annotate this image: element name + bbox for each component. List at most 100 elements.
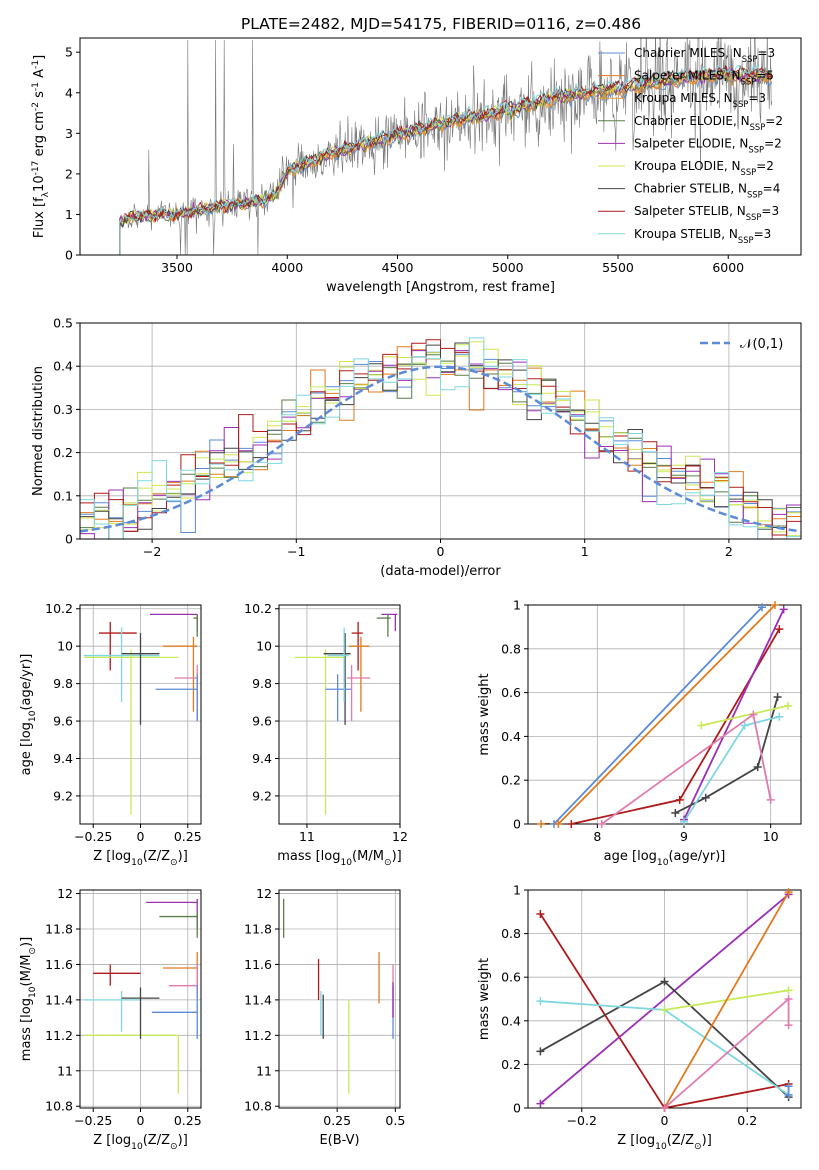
axes-frame — [278, 889, 401, 1109]
y-axis-label: mass weight — [477, 673, 492, 755]
weight-line-salpeter-stelib — [539, 913, 789, 1108]
x-axis-label: E(B-V) — [319, 1133, 359, 1148]
y-tick-label: 11.4 — [244, 992, 272, 1007]
weight-line-lime — [701, 704, 789, 727]
weight-point-salpeter-stelib — [536, 909, 545, 918]
x-axis-label: (data-model)/error — [380, 564, 501, 579]
legend-entry: Salpeter ELODIE, NSSP=2 — [634, 136, 782, 154]
x-tick-label: 0.2 — [737, 1113, 757, 1128]
y-tick-label: 11.8 — [244, 921, 272, 936]
x-axis-label: Z [log10(Z/Z⊙)] — [617, 1133, 712, 1152]
x-tick-label: 4000 — [271, 260, 303, 275]
x-axis-label: wavelength [Angstrom, rest frame] — [326, 280, 555, 295]
x-tick-label: −0.2 — [567, 1113, 597, 1128]
y-tick-label: 10.2 — [45, 601, 73, 616]
y-tick-label: 11.2 — [45, 1028, 73, 1043]
y-tick-label: 0.4 — [501, 729, 521, 744]
legend-entry: Kroupa MILES, NSSP=3 — [634, 91, 766, 109]
weight-point-salpeter-miles — [537, 820, 545, 828]
data-layer — [80, 337, 801, 539]
y-tick-label: 0.2 — [501, 1057, 521, 1072]
y-tick-label: 10.2 — [244, 601, 272, 616]
x-tick-label: 10 — [763, 829, 779, 844]
y-tick-label: 3 — [65, 126, 73, 141]
weight-point-kroupa-stelib — [536, 997, 545, 1006]
axes-frame — [278, 604, 401, 825]
weight-point-lime — [784, 986, 793, 995]
weight-line-pink — [663, 997, 790, 1108]
x-tick-label: −2 — [143, 544, 161, 559]
weight-point-chabrier-stelib — [753, 763, 762, 772]
x-tick-label: 2 — [725, 544, 733, 559]
legend-entry: Kroupa ELODIE, NSSP=2 — [634, 159, 774, 177]
legend-entry: Chabrier ELODIE, NSSP=2 — [634, 114, 783, 132]
weight-point-kroupa-stelib — [740, 721, 749, 730]
x-tick-label: −0.25 — [74, 829, 112, 844]
x-tick-label: 12 — [392, 829, 408, 844]
x-tick-label: 0.25 — [174, 829, 202, 844]
x-tick-label: 0.25 — [323, 1113, 351, 1128]
x-axis-label: Z [log10(Z/Z⊙)] — [93, 1133, 188, 1152]
legend-entry: Salpeter MILES, NSSP=5 — [634, 69, 774, 87]
y-tick-label: 9.2 — [53, 788, 73, 803]
weight-point-lime — [697, 721, 706, 730]
weight-line-chabrier-stelib — [674, 696, 779, 814]
legend-entry: Chabrier STELIB, NSSP=4 — [634, 182, 780, 200]
y-tick-label: 5 — [65, 45, 73, 60]
y-axis-label: Flux [fλ10-17 erg cm-2 s-1 A-1] — [31, 55, 51, 238]
y-tick-label: 9.6 — [53, 714, 73, 729]
y-tick-label: 0 — [513, 817, 521, 832]
data-layer — [541, 605, 789, 824]
weight-point-chabrier-miles — [758, 603, 766, 612]
weight-point-kroupa-stelib — [680, 817, 688, 826]
weight-point-salpeter-miles — [771, 601, 779, 609]
weight-point-chabrier-stelib — [773, 692, 782, 701]
y-tick-label: 0.6 — [501, 685, 521, 700]
x-tick-label: 5000 — [492, 260, 524, 275]
x-tick-label: 5500 — [602, 260, 634, 275]
y-tick-label: 9.4 — [252, 751, 272, 766]
y-tick-label: 0.2 — [53, 445, 73, 460]
y-tick-label: 0.6 — [501, 970, 521, 985]
y-tick-label: 0.1 — [53, 488, 73, 503]
data-layer — [83, 613, 198, 815]
histogram-kroupa-stelib — [80, 337, 801, 539]
weight-point-salpeter-stelib — [567, 820, 576, 828]
axes-frame — [79, 37, 802, 256]
y-axis-label: Normed distribution — [31, 366, 46, 496]
weight-line-salpeter-elodie — [539, 893, 790, 1105]
y-tick-label: 1 — [513, 598, 521, 613]
weight-point-salpeter-elodie — [779, 605, 788, 614]
y-tick-label: 0.4 — [53, 359, 73, 374]
y-tick-label: 12 — [256, 886, 272, 901]
y-tick-label: 11.6 — [45, 957, 73, 972]
weight-point-chabrier-stelib — [660, 977, 669, 986]
plot-weight_vs_age: 8 9 10 0 0.2 0.4 0.6 0.8 1 age [log10(age/yr)] mas… — [477, 598, 802, 868]
weight-line-salpeter-miles — [541, 605, 776, 824]
figure-title: PLATE=2482, MJD=54175, FIBERID=0116, z=0… — [241, 15, 641, 33]
y-tick-label: 11 — [57, 1063, 73, 1078]
weight-point-chabrier-stelib — [536, 1047, 545, 1056]
y-tick-label: 0 — [65, 532, 73, 547]
weight-point-pink — [766, 795, 775, 804]
residual-legend: 𝒩(0,1) — [700, 337, 783, 352]
x-tick-label: 0.5 — [385, 1113, 405, 1128]
y-tick-label: 0.3 — [53, 402, 73, 417]
y-axis-label: age [log10(age/yr)] — [19, 654, 38, 776]
y-tick-label: 9.2 — [252, 788, 272, 803]
plot-age_vs_mass: 11 12 9.2 9.4 9.6 9.8 10 10.2 mass [log10(M/M⊙)] — [244, 601, 408, 868]
plot-spectrum: 3500 4000 4500 5000 5500 6000 0 1 2 3 4 5 wavelength… — [31, 37, 802, 295]
y-tick-label: 2 — [65, 166, 73, 181]
weight-point-pink — [749, 710, 758, 719]
x-tick-label: −1 — [287, 544, 305, 559]
plot-residuals: −2 −1 0 1 2 0 0.1 0.2 0.3 0.4 0.5 (data-model)/erro… — [31, 316, 802, 579]
plot-weight_vs_Z: −0.2 0 0.2 0 0.2 0.4 0.6 0.8 1 Z [log10(Z/Z⊙)] mas… — [477, 883, 802, 1152]
y-axis-label: mass weight — [477, 958, 492, 1040]
weight-point-salpeter-stelib — [675, 795, 684, 804]
weight-point-salpeter-elodie — [536, 1099, 545, 1108]
data-layer — [119, 38, 773, 255]
weight-point-chabrier-stelib — [671, 809, 680, 818]
histogram-salpeter-stelib — [80, 339, 801, 536]
y-tick-label: 11.4 — [45, 992, 73, 1007]
y-tick-label: 1 — [513, 883, 521, 898]
